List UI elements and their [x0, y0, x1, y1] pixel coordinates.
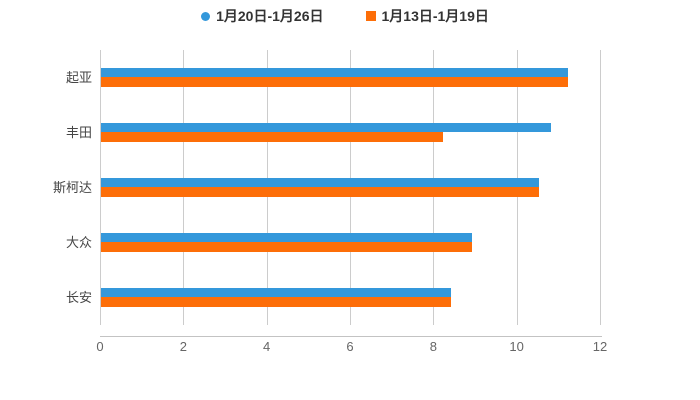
legend-label-series-0: 1月20日-1月26日 [216, 8, 324, 24]
x-tick-label-4: 4 [263, 339, 271, 354]
gridline-x-0 [100, 50, 101, 325]
y-axis-label-大众: 大众 [65, 234, 92, 250]
y-axis-label-起亚: 起亚 [65, 69, 92, 85]
y-axis-label-长安: 长安 [65, 289, 92, 305]
legend-item-series-1[interactable]: 1月13日-1月19日 [365, 6, 489, 26]
y-axis-label-丰田: 丰田 [65, 124, 92, 140]
x-axis-line [100, 336, 602, 337]
bar-series-1-丰田[interactable] [101, 132, 443, 142]
x-tick-label-12: 12 [592, 339, 608, 354]
bar-series-0-起亚[interactable] [101, 67, 568, 78]
legend-circle-marker-icon [201, 11, 211, 21]
bar-series-1-长安[interactable] [101, 297, 451, 307]
legend-square-marker-icon [365, 11, 376, 21]
y-axis-label-斯柯达: 斯柯达 [52, 179, 92, 195]
gridline-x-12 [600, 50, 601, 325]
plot-area [100, 50, 601, 325]
legend: 1月20日-1月26日 1月13日-1月19日 [0, 6, 690, 26]
bar-series-1-斯柯达[interactable] [101, 187, 539, 197]
bar-series-0-丰田[interactable] [101, 122, 551, 133]
bar-series-1-大众[interactable] [101, 242, 472, 252]
bar-series-0-大众[interactable] [101, 232, 472, 243]
bar-series-0-长安[interactable] [101, 287, 451, 298]
x-tick-label-8: 8 [429, 339, 437, 354]
legend-item-series-0[interactable]: 1月20日-1月26日 [201, 6, 324, 26]
bar-series-0-斯柯达[interactable] [101, 177, 539, 188]
legend-label-series-1: 1月13日-1月19日 [381, 8, 489, 24]
x-tick-label-2: 2 [179, 339, 187, 354]
bar-series-1-起亚[interactable] [101, 77, 568, 87]
x-tick-label-6: 6 [346, 339, 354, 354]
x-tick-label-0: 0 [96, 339, 104, 354]
x-tick-label-10: 10 [509, 339, 524, 354]
